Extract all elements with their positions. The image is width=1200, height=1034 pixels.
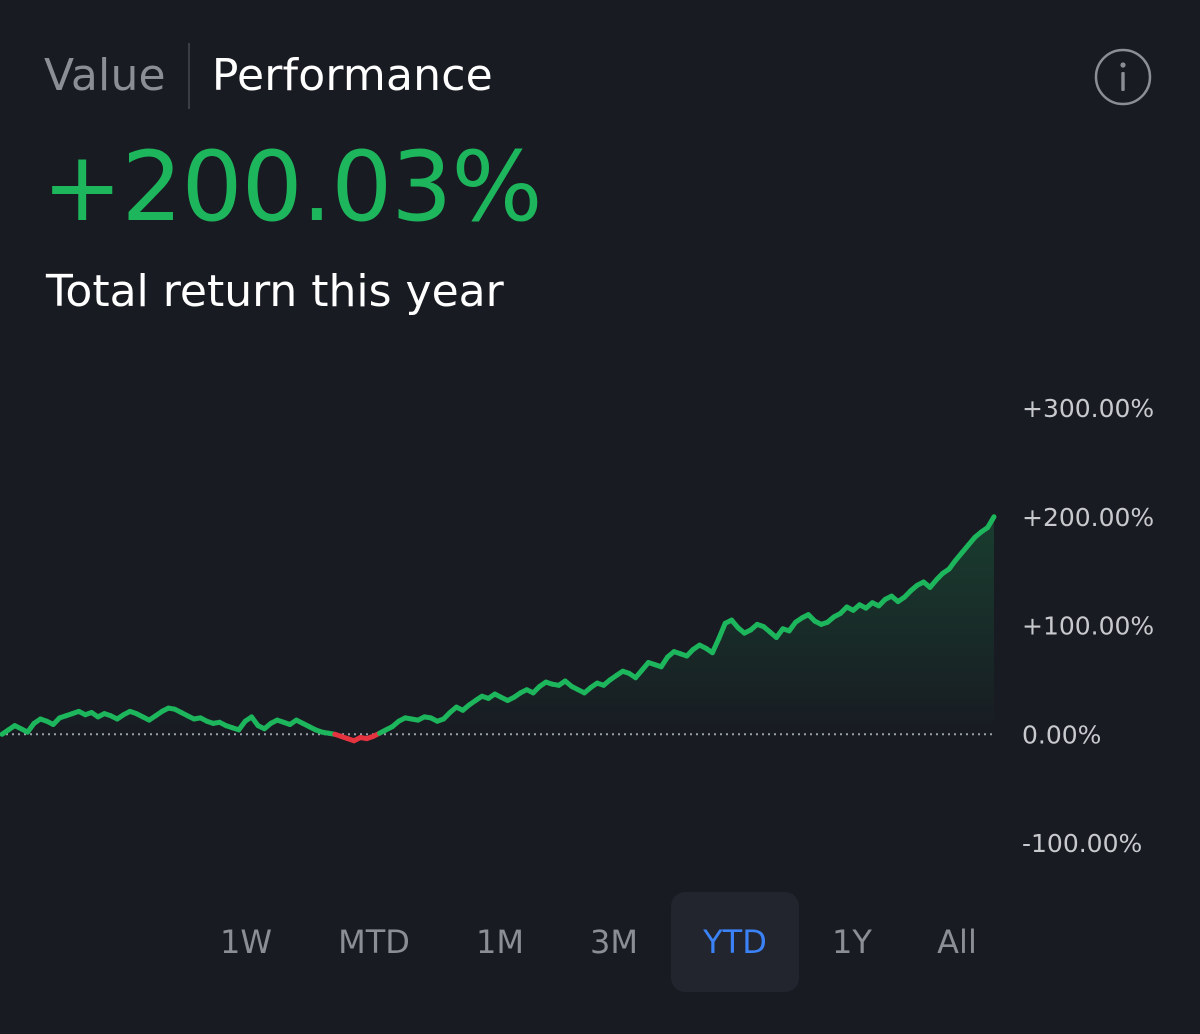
line-segment <box>716 620 728 642</box>
tab-performance[interactable]: Performance <box>211 50 493 101</box>
info-button[interactable] <box>1094 48 1152 106</box>
tab-divider <box>187 43 190 109</box>
view-toggle: Value Performance <box>44 40 493 112</box>
range-button-1w[interactable]: 1W <box>220 923 272 961</box>
y-tick-label: 0.00% <box>1022 720 1101 749</box>
total-return-caption: Total return this year <box>46 266 504 317</box>
series-line <box>0 514 997 744</box>
info-circle-icon <box>1094 48 1152 106</box>
total-return-value: +200.03% <box>42 131 543 243</box>
range-button-mtd[interactable]: MTD <box>338 923 410 961</box>
y-tick-label: +300.00% <box>1022 394 1154 423</box>
line-segment <box>709 636 722 656</box>
range-button-1m[interactable]: 1M <box>476 923 524 961</box>
area-fill <box>2 516 994 735</box>
range-button-all[interactable]: All <box>937 923 977 961</box>
performance-chart[interactable]: +300.00% +200.00% +100.00% 0.00% -100.00% <box>0 360 1200 900</box>
range-button-ytd[interactable]: YTD <box>671 892 799 992</box>
area-fill-path <box>2 516 994 735</box>
y-tick-label: +100.00% <box>1022 612 1154 641</box>
range-button-1y[interactable]: 1Y <box>832 923 872 961</box>
range-selector: 1W MTD 1M 3M YTD 1Y All <box>0 892 1200 992</box>
range-button-3m[interactable]: 3M <box>590 923 638 961</box>
line-segment <box>985 514 997 531</box>
y-tick-label: +200.00% <box>1022 503 1154 532</box>
tab-value[interactable]: Value <box>44 50 166 101</box>
y-tick-label: -100.00% <box>1022 829 1142 858</box>
y-axis: +300.00% +200.00% +100.00% 0.00% -100.00% <box>1022 394 1154 858</box>
